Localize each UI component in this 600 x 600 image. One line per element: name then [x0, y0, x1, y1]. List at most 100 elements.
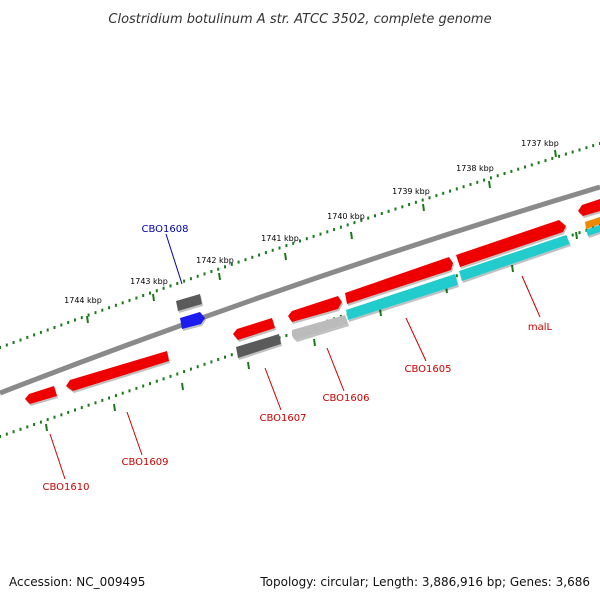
tick-dot	[442, 191, 445, 195]
gene-label-cbo1605[interactable]: CBO1605	[405, 364, 452, 375]
tick-dot	[46, 328, 49, 332]
cds-cbo1608[interactable]	[180, 312, 205, 329]
tick-dot	[592, 144, 595, 148]
gene-label-cbo1609[interactable]: CBO1609	[122, 457, 169, 468]
tick-dot	[469, 183, 472, 186]
tick-dot	[108, 396, 111, 400]
tick-dot	[189, 367, 192, 371]
cds-cbo1607[interactable]	[236, 334, 281, 358]
tick-dot	[564, 152, 567, 156]
tick-dot	[455, 274, 458, 278]
tick-dot	[155, 379, 158, 383]
cds-cbo1610[interactable]	[25, 386, 57, 404]
tick-dot	[26, 335, 29, 339]
gene-label-cbo1607[interactable]: CBO1607	[260, 413, 307, 424]
tick-dot	[544, 159, 547, 163]
tick-dot	[162, 377, 165, 381]
tick-dot	[353, 221, 356, 225]
tick-dot	[401, 205, 404, 209]
tick-dot	[60, 413, 63, 417]
tick-dot	[33, 333, 36, 337]
tick-dot	[339, 225, 342, 229]
tick-dot	[60, 323, 63, 327]
tick-dot	[74, 318, 76, 322]
tick-dot	[155, 289, 158, 293]
cds-right-edge[interactable]	[578, 199, 600, 216]
tick-dot	[87, 313, 90, 317]
tick-dot	[346, 223, 349, 227]
tick-label: 1744 kbp	[64, 296, 102, 305]
tick-dot	[285, 244, 288, 248]
tick-dot	[176, 282, 179, 285]
tick-dot	[496, 174, 499, 178]
tick-dot	[414, 200, 417, 204]
tick-dot	[121, 301, 124, 305]
tick-dot	[387, 209, 390, 213]
tick-dot	[87, 403, 90, 407]
accession-text: Accession: NC_009495	[9, 575, 145, 589]
gene-label-cbo1610[interactable]: CBO1610	[43, 482, 90, 493]
tick-dot	[176, 372, 179, 376]
tick-dot	[183, 370, 186, 373]
tick-dot	[142, 384, 145, 388]
tick-dot	[80, 316, 83, 320]
tick-label: 1742 kbp	[196, 256, 234, 265]
gene-label-cbo1608[interactable]: CBO1608	[142, 224, 189, 235]
cds-cbo1607-upper[interactable]	[233, 318, 275, 340]
cds-malL[interactable]	[459, 235, 570, 281]
cds-cbo1605-upper[interactable]	[345, 257, 453, 304]
tick-dot	[26, 425, 29, 429]
tick-dot	[360, 218, 363, 222]
tick-dot	[578, 148, 581, 152]
cds-cbo1605[interactable]	[346, 274, 458, 320]
tick-dot	[183, 279, 186, 283]
tick-label: 1737 kbp	[521, 139, 559, 148]
tick-dot	[230, 353, 233, 357]
tick-dot	[114, 303, 117, 307]
tick-dot	[162, 286, 165, 290]
tick-label: 1740 kbp	[327, 212, 365, 221]
tick-dot	[0, 346, 1, 349]
tick-dot	[271, 248, 274, 252]
cds-cyan-edge[interactable]	[586, 225, 600, 236]
tick-dot	[53, 415, 56, 419]
tick-dot	[0, 435, 1, 438]
tick-dot	[585, 146, 588, 150]
tick-dot	[435, 194, 438, 198]
cds-malL-upper[interactable]	[456, 220, 566, 267]
tick-dot	[421, 198, 424, 202]
cds-cbo1606-upper[interactable]	[288, 296, 342, 322]
tick-label: 1739 kbp	[392, 187, 430, 196]
outer-tick-ring	[0, 142, 600, 349]
cds-cbo1609[interactable]	[66, 351, 169, 391]
cds-cbo1606[interactable]	[292, 315, 348, 340]
tick-dot	[121, 391, 124, 395]
tick-dot	[333, 228, 336, 231]
tick-dot	[251, 255, 254, 259]
tick-dot	[19, 427, 22, 431]
tick-dot	[135, 296, 138, 300]
gene-labels: CBO1608 malL CBO1605 CBO1606 CBO1607 CBO…	[43, 224, 553, 493]
tick-dot	[39, 330, 42, 334]
tick-dot	[244, 258, 247, 262]
tick-dot	[19, 338, 22, 342]
tick-dot	[449, 189, 451, 193]
tick-dot	[537, 161, 540, 165]
tick-dot	[237, 260, 240, 264]
tick-dot	[128, 298, 131, 302]
tick-dot	[142, 294, 145, 297]
tick-dot	[517, 167, 520, 171]
cds-orange-edge[interactable]	[585, 217, 600, 229]
tick-dot	[285, 334, 288, 337]
gene-label-malL[interactable]: malL	[528, 322, 553, 333]
tick-dot	[455, 187, 458, 191]
gene-label-cbo1606[interactable]: CBO1606	[323, 393, 370, 404]
tick-dot	[12, 341, 15, 344]
tick-dot	[169, 284, 172, 288]
tick-dot	[203, 362, 206, 366]
tick-dot	[101, 398, 104, 402]
tick-dot	[230, 262, 233, 266]
tick-dot	[39, 420, 42, 424]
cds-cbo1608-gray[interactable]	[176, 294, 202, 311]
tick-dot	[367, 216, 370, 220]
